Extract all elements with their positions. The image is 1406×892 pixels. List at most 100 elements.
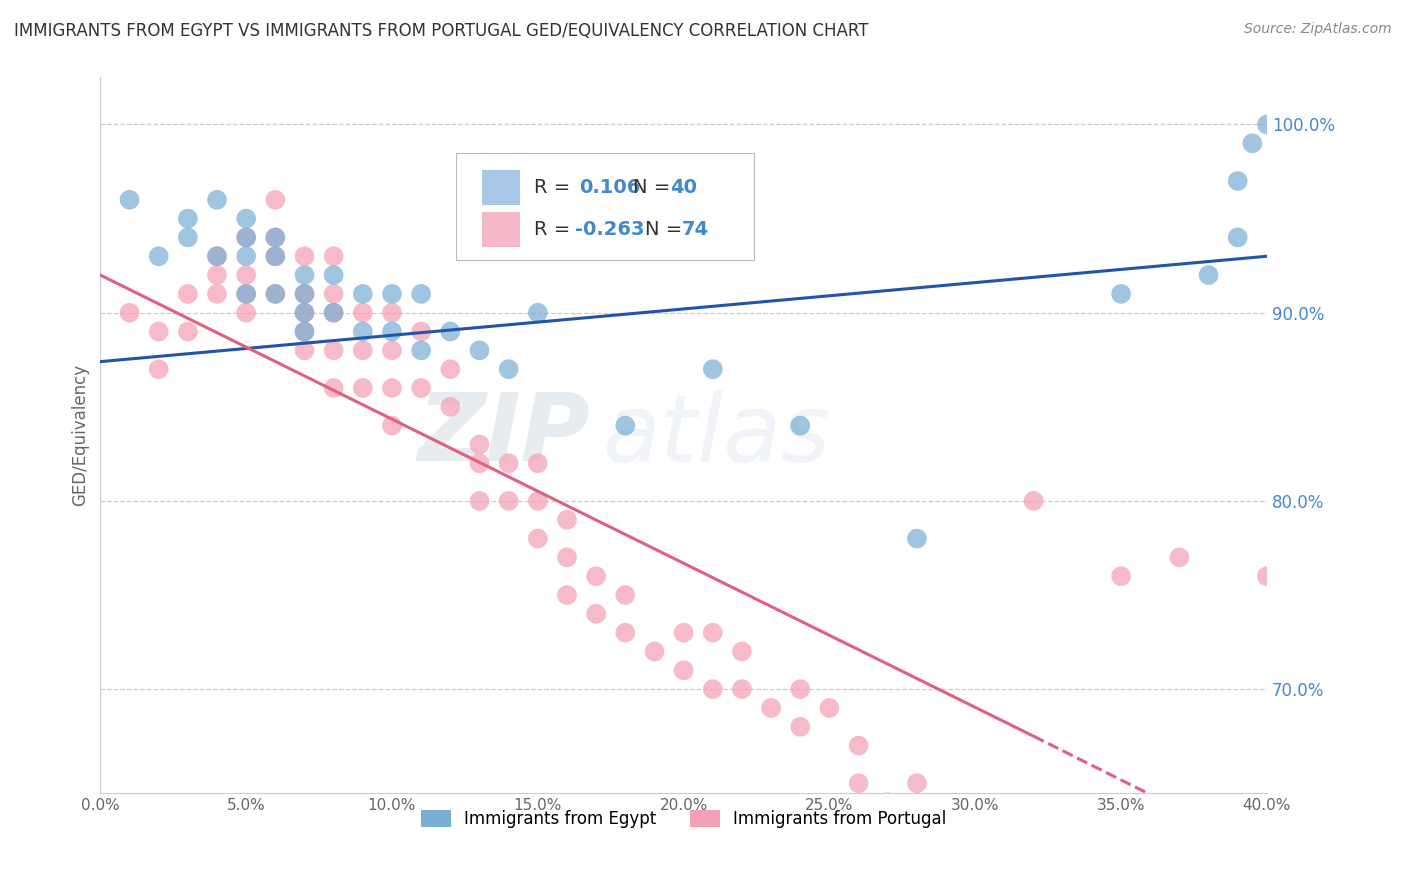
Point — [177, 230, 200, 244]
Text: R =: R = — [534, 220, 571, 239]
Point — [294, 306, 316, 320]
Point — [381, 381, 404, 395]
Point — [235, 230, 257, 244]
Point — [294, 343, 316, 358]
Point — [759, 701, 782, 715]
Point — [294, 325, 316, 339]
Point — [294, 249, 316, 263]
Point — [731, 682, 754, 697]
Point — [148, 362, 170, 376]
Point — [322, 381, 344, 395]
Point — [1256, 118, 1278, 132]
Point — [555, 513, 578, 527]
Text: N =: N = — [645, 220, 682, 239]
Point — [148, 325, 170, 339]
Point — [468, 494, 491, 508]
Point — [643, 644, 665, 658]
FancyBboxPatch shape — [456, 153, 754, 260]
Legend: Immigrants from Egypt, Immigrants from Portugal: Immigrants from Egypt, Immigrants from P… — [415, 803, 953, 834]
Point — [205, 249, 228, 263]
Point — [789, 720, 811, 734]
Point — [789, 682, 811, 697]
Point — [439, 325, 461, 339]
Point — [498, 494, 520, 508]
Point — [322, 286, 344, 301]
Point — [585, 569, 607, 583]
Point — [294, 325, 316, 339]
Point — [848, 739, 870, 753]
Text: R =: R = — [534, 178, 576, 197]
Point — [905, 776, 928, 790]
Point — [294, 306, 316, 320]
Text: N =: N = — [634, 178, 671, 197]
Point — [235, 249, 257, 263]
Point — [322, 306, 344, 320]
Point — [1109, 286, 1132, 301]
Point — [352, 381, 374, 395]
Point — [411, 343, 433, 358]
Point — [498, 362, 520, 376]
Text: -0.263: -0.263 — [575, 220, 644, 239]
Point — [935, 814, 957, 828]
Text: 0.106: 0.106 — [579, 178, 640, 197]
Point — [789, 418, 811, 433]
Point — [1256, 569, 1278, 583]
Point — [235, 306, 257, 320]
Point — [702, 682, 724, 697]
Point — [876, 795, 898, 809]
Point — [264, 230, 287, 244]
Point — [527, 456, 550, 470]
Point — [468, 456, 491, 470]
Text: atlas: atlas — [602, 390, 830, 481]
Point — [381, 306, 404, 320]
Point — [294, 268, 316, 282]
Point — [672, 663, 695, 677]
Point — [352, 286, 374, 301]
Point — [235, 286, 257, 301]
Point — [1168, 550, 1191, 565]
Point — [264, 286, 287, 301]
Point — [381, 325, 404, 339]
Point — [352, 325, 374, 339]
Point — [411, 325, 433, 339]
Point — [1022, 494, 1045, 508]
Point — [264, 286, 287, 301]
Point — [411, 381, 433, 395]
Point — [672, 625, 695, 640]
FancyBboxPatch shape — [482, 170, 520, 205]
Point — [294, 286, 316, 301]
Point — [118, 306, 141, 320]
Point — [614, 625, 637, 640]
Point — [848, 776, 870, 790]
Point — [264, 193, 287, 207]
Point — [993, 851, 1015, 865]
Point — [177, 211, 200, 226]
Point — [527, 494, 550, 508]
Point — [1198, 268, 1220, 282]
Point — [322, 268, 344, 282]
Point — [322, 249, 344, 263]
Point — [294, 286, 316, 301]
Text: 40: 40 — [669, 178, 696, 197]
Point — [614, 588, 637, 602]
Point — [264, 249, 287, 263]
Point — [205, 268, 228, 282]
Point — [1226, 230, 1249, 244]
Point — [498, 456, 520, 470]
Point — [468, 437, 491, 451]
Point — [527, 532, 550, 546]
Point — [527, 306, 550, 320]
Point — [235, 268, 257, 282]
Point — [1241, 136, 1264, 151]
Point — [585, 607, 607, 621]
Point — [177, 286, 200, 301]
Point — [411, 286, 433, 301]
Point — [439, 362, 461, 376]
Point — [468, 343, 491, 358]
Text: IMMIGRANTS FROM EGYPT VS IMMIGRANTS FROM PORTUGAL GED/EQUIVALENCY CORRELATION CH: IMMIGRANTS FROM EGYPT VS IMMIGRANTS FROM… — [14, 22, 869, 40]
Point — [205, 249, 228, 263]
Point — [381, 286, 404, 301]
Point — [118, 193, 141, 207]
Point — [352, 306, 374, 320]
Point — [235, 286, 257, 301]
